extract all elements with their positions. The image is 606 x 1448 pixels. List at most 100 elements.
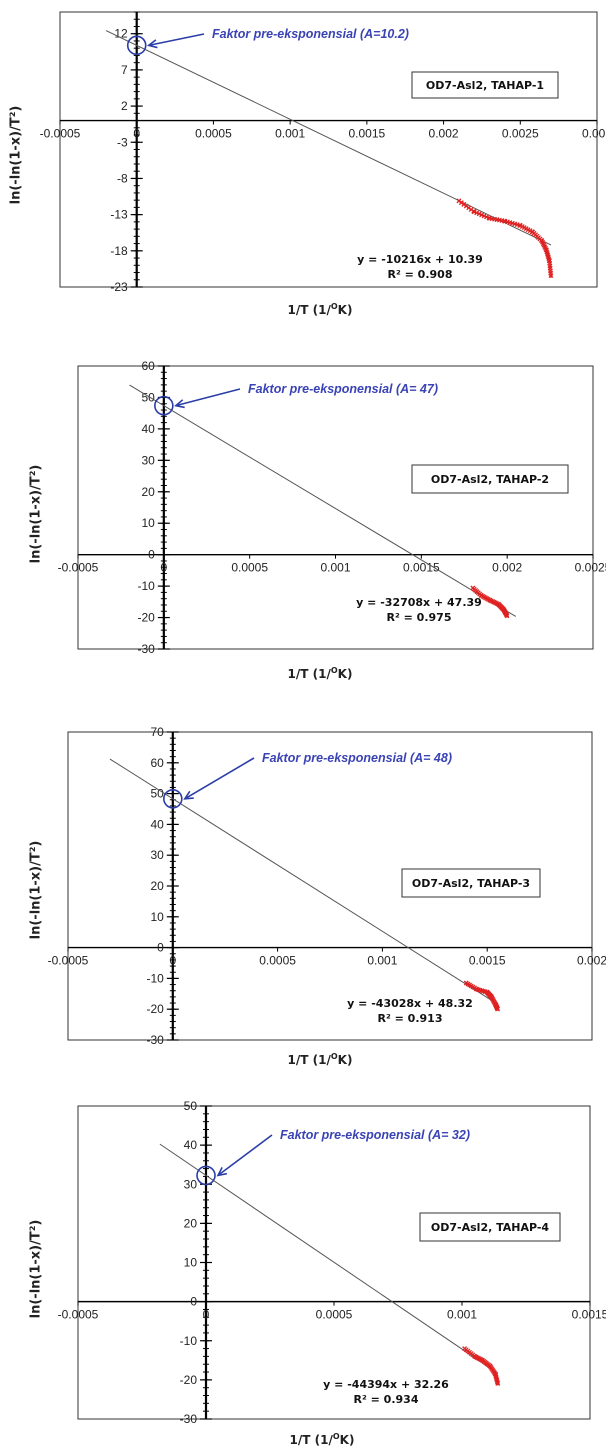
data-point: [496, 1007, 500, 1011]
x-tick-label: 0.002: [492, 561, 522, 575]
r-squared: R² = 0.913: [378, 1012, 443, 1025]
r-squared: R² = 0.908: [388, 268, 453, 281]
y-tick-label: -8: [117, 171, 128, 185]
x-tick-label: 0: [160, 561, 167, 575]
annotation-arrowhead: [216, 1167, 227, 1177]
series-label: OD7-Asl2, TAHAP-1: [426, 79, 544, 92]
y-tick-label: 60: [150, 756, 164, 770]
series-label: OD7-Asl2, TAHAP-4: [431, 1221, 550, 1234]
y-axis-label: ln(-ln(1-x)/T²): [28, 840, 44, 940]
plot-area-border: [59, 11, 598, 288]
y-tick-label: -10: [137, 579, 155, 593]
x-tick-label: 0.002: [577, 954, 606, 968]
chart-3: -0.0005 0 0.0005 0.001 0.0015 0.002 70 60 50 40 30…: [48, 725, 606, 1047]
y-tick-label: 20: [141, 485, 155, 499]
data-point: [549, 274, 553, 278]
series-label: OD7-Asl2, TAHAP-3: [412, 877, 530, 890]
chart-panel-2: -0.0005 0 0.0005 0.001 0.0015 0.002 0.0025 60 50…: [0, 354, 606, 709]
y-tick-label: 12: [114, 27, 128, 41]
x-tick-label: -0.0005: [58, 1308, 99, 1322]
y-tick-label: -13: [110, 208, 128, 222]
x-tick-label: 0.002: [429, 127, 459, 141]
x-tick-label: 0.003: [582, 127, 606, 141]
x-tick-label: 0.0025: [575, 561, 606, 575]
x-tick-label: 0.0005: [316, 1308, 353, 1322]
x-tick-label: 0.001: [367, 954, 397, 968]
trend-line: [105, 30, 552, 246]
trend-line: [159, 1143, 499, 1374]
x-tick-label: -0.0005: [40, 127, 81, 141]
y-axis-label: ln(-ln(1-x)/T²): [8, 105, 24, 205]
y-tick-label: 10: [184, 1256, 198, 1270]
y-tick-label: 40: [184, 1138, 198, 1152]
annotation-arrow: [217, 1134, 273, 1177]
y-tick-label: -20: [137, 611, 155, 625]
y-tick-label: 60: [141, 359, 155, 373]
data-point: [496, 1382, 500, 1386]
x-tick-label: -0.0005: [58, 561, 99, 575]
plot-area-border: [67, 731, 593, 1041]
y-tick-label: -30: [180, 1412, 198, 1426]
annotation-arrowhead: [146, 39, 158, 49]
chart-panel-1: -0.0005 0 0.0005 0.001 0.0015 0.002 0.0025 0.00…: [0, 0, 606, 335]
y-tick-label: -10: [146, 971, 164, 985]
plot-area-border: [77, 1105, 591, 1420]
regression-equation: y = -32708x + 47.39: [356, 596, 482, 609]
regression-equation: y = -10216x + 10.39: [357, 253, 483, 266]
y-tick-label: -3: [117, 135, 128, 149]
x-tick-label: -0.0005: [48, 954, 89, 968]
plot-area-border: [77, 365, 594, 650]
y-tick-label: 0: [190, 1295, 197, 1309]
x-tick-label: 0.0015: [349, 127, 386, 141]
x-axis-label: 1/T (1/OK): [287, 1052, 353, 1067]
y-tick-label: -30: [137, 642, 155, 656]
data-point: [505, 614, 509, 618]
series-label-box: [401, 868, 541, 898]
y-tick-label: 40: [141, 422, 155, 436]
annotation-arrow: [148, 33, 205, 47]
x-tick-label: 0: [169, 954, 176, 968]
y-tick-label: -18: [110, 244, 128, 258]
chart-panel-3: -0.0005 0 0.0005 0.001 0.0015 0.002 70 60 50 40 30…: [0, 720, 606, 1080]
series-label: OD7-Asl2, TAHAP-2: [431, 473, 549, 486]
annotation-text: Faktor pre-eksponensial (A= 47): [248, 382, 438, 396]
annotation-arrowhead: [174, 399, 185, 409]
y-tick-label: 30: [184, 1177, 198, 1191]
intercept-marker: [154, 395, 174, 416]
y-axis-label: ln(-ln(1-x)/T²): [28, 464, 44, 564]
r-squared: R² = 0.934: [354, 1393, 419, 1406]
y-tick-label: 7: [121, 63, 128, 77]
y-tick-label: 50: [141, 390, 155, 404]
intercept-marker: [196, 1165, 216, 1186]
annotation-arrow: [184, 757, 255, 800]
y-tick-label: 10: [150, 910, 164, 924]
y-tick-label: 50: [184, 1099, 198, 1113]
x-tick-label: 0.0025: [502, 127, 539, 141]
x-tick-label: 0.001: [275, 127, 305, 141]
series-label-box: [419, 1212, 561, 1242]
x-tick-label: 0.0005: [195, 127, 232, 141]
x-tick-label: 0: [133, 127, 140, 141]
y-tick-label: -20: [146, 1002, 164, 1016]
y-tick-label: 40: [150, 817, 164, 831]
series-label-box: [411, 71, 559, 99]
y-tick-label: -10: [180, 1334, 198, 1348]
chart-4: -0.0005 0 0.0005 0.001 0.0015 50 40 30 20 10 0 -10 -…: [58, 1099, 606, 1426]
y-tick-label: 50: [150, 787, 164, 801]
x-tick-label: 0.0005: [259, 954, 296, 968]
y-axis-label: ln(-ln(1-x)/T²): [28, 1219, 44, 1319]
y-tick-label: 2: [121, 99, 128, 113]
y-tick-label: -20: [180, 1373, 198, 1387]
x-tick-label: 0.0015: [403, 561, 440, 575]
y-tick-label: -23: [110, 280, 128, 294]
series-label-box: [411, 464, 569, 494]
annotation-text: Faktor pre-eksponensial (A= 32): [280, 1128, 470, 1142]
regression-equation: y = -44394x + 32.26: [323, 1378, 449, 1391]
annotation-arrow: [175, 388, 241, 407]
y-tick-label: 70: [150, 725, 164, 739]
y-tick-label: -30: [146, 1033, 164, 1047]
y-tick-label: 0: [148, 548, 155, 562]
intercept-marker: [126, 35, 147, 56]
x-tick-label: 0.001: [447, 1308, 477, 1322]
y-tick-label: 30: [141, 453, 155, 467]
